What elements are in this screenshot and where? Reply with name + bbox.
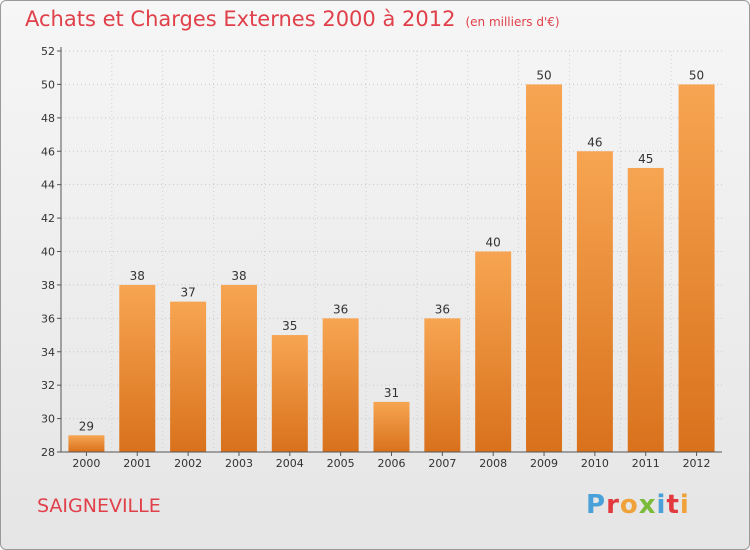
y-tick-label: 30 [41, 413, 55, 426]
bar[interactable] [475, 251, 512, 453]
x-tick-label: 2011 [632, 457, 660, 470]
bar[interactable] [68, 435, 105, 452]
bar-value-label: 40 [486, 236, 501, 250]
bar-value-label: 36 [333, 302, 348, 316]
y-tick-label: 52 [41, 45, 55, 58]
bar[interactable] [627, 167, 664, 453]
y-tick-label: 34 [41, 346, 55, 359]
bar[interactable] [678, 84, 715, 453]
logo-letter: i [679, 490, 690, 520]
logo-letter: P [586, 490, 607, 520]
proxiti-logo[interactable]: Proxiti [586, 490, 690, 520]
x-tick-label: 2008 [479, 457, 507, 470]
y-tick-label: 28 [41, 446, 55, 459]
y-tick-label: 50 [41, 78, 55, 91]
bar-value-label: 31 [384, 386, 399, 400]
y-tick-label: 32 [41, 379, 55, 392]
x-tick-label: 2004 [276, 457, 304, 470]
x-tick-label: 2001 [123, 457, 151, 470]
bar-value-label: 46 [587, 135, 602, 149]
x-tick-label: 2002 [174, 457, 202, 470]
grid-layer [61, 50, 722, 453]
y-tick-label: 36 [41, 312, 55, 325]
x-tick-label: 2007 [428, 457, 456, 470]
y-tick-label: 48 [41, 112, 55, 125]
x-tick-label: 2005 [327, 457, 355, 470]
bar-value-label: 29 [79, 419, 94, 433]
bar-value-label: 50 [536, 68, 551, 82]
y-tick-label: 40 [41, 246, 55, 259]
bar-value-label: 36 [435, 302, 450, 316]
chart-unit: (en milliers d'€) [465, 15, 560, 29]
bar[interactable] [271, 335, 308, 452]
bar[interactable] [119, 284, 156, 452]
logo-letter: r [606, 490, 620, 520]
y-tick-label: 38 [41, 279, 55, 292]
y-tick-label: 42 [41, 212, 55, 225]
bar[interactable] [424, 318, 461, 452]
logo-letter: t [666, 490, 680, 520]
chart-title: Achats et Charges Externes 2000 à 2012 [25, 7, 456, 31]
x-tick-label: 2012 [683, 457, 711, 470]
logo-letter: x [638, 490, 657, 520]
x-tick-label: 2010 [581, 457, 609, 470]
bar[interactable] [576, 151, 613, 452]
logo-letter: o [619, 490, 639, 520]
bar[interactable] [170, 301, 207, 452]
bar-value-label: 45 [638, 152, 653, 166]
x-tick-label: 2006 [378, 457, 406, 470]
bar-layer: 29 38 37 38 35 36 31 36 40 50 46 45 50 [68, 68, 715, 453]
bar-value-label: 38 [130, 269, 145, 283]
y-tick-label: 44 [41, 179, 55, 192]
bar-value-label: 50 [689, 68, 704, 82]
y-tick-label: 46 [41, 145, 55, 158]
logo-letter: i [656, 490, 667, 520]
bar[interactable] [322, 318, 359, 452]
bar[interactable] [526, 84, 563, 453]
x-tick-label: 2009 [530, 457, 558, 470]
chart-title-block: Achats et Charges Externes 2000 à 2012 (e… [25, 7, 560, 31]
bar-chart: 29 38 37 38 35 36 31 36 40 50 46 45 50 28 30 32 34 36 38 4… [41, 45, 722, 470]
bar[interactable] [373, 401, 410, 452]
commune-name: SAIGNEVILLE [37, 495, 161, 517]
bar-value-label: 37 [180, 286, 195, 300]
axis-layer: 28 30 32 34 36 38 40 42 44 46 48 50 52 2000 2001 2002 20… [41, 45, 722, 470]
bar-value-label: 38 [231, 269, 246, 283]
x-tick-label: 2003 [225, 457, 253, 470]
bar[interactable] [220, 284, 257, 452]
bar-value-label: 35 [282, 319, 297, 333]
x-tick-label: 2000 [72, 457, 100, 470]
